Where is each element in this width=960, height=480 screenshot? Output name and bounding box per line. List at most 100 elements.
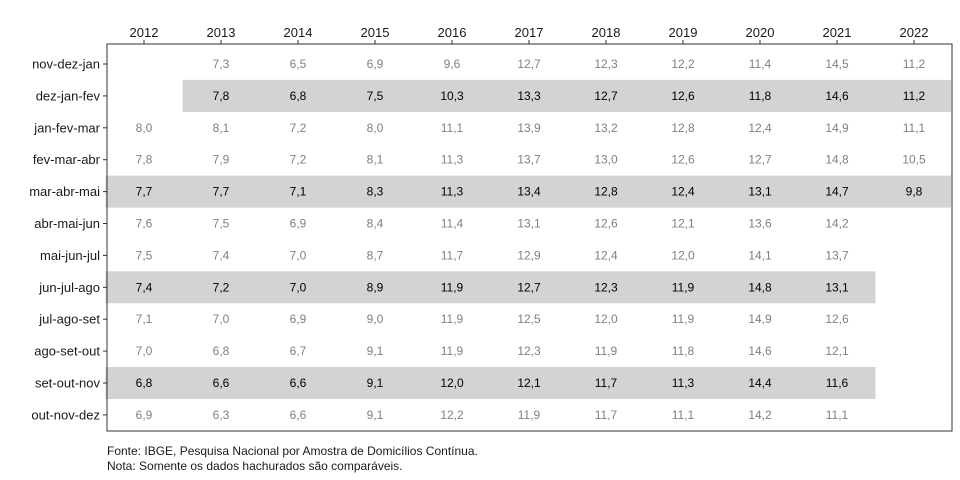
value-cell-mar-abr-mai-2021: 14,7 [825,185,849,199]
value-cell-jul-ago-set-2021: 12,6 [825,312,849,326]
value-cell-jan-fev-mar-2016: 11,1 [441,121,464,135]
value-cell-jun-jul-ago-2021: 13,1 [825,280,849,294]
row-label-jan-fev-mar: jan-fev-mar [33,120,100,135]
value-cell-abr-mai-jun-2021: 14,2 [825,217,849,231]
value-cell-jul-ago-set-2018: 12,0 [594,312,618,326]
row-label-jun-jul-ago: jun-jul-ago [38,280,100,295]
value-cell-jan-fev-mar-2020: 12,4 [748,121,772,135]
value-cell-mai-jun-jul-2015: 8,7 [367,248,384,262]
column-header-2020: 2020 [746,25,775,40]
value-cell-nov-dez-jan-2013: 7,3 [213,57,230,71]
value-cell-nov-dez-jan-2015: 6,9 [367,57,384,71]
value-cell-jul-ago-set-2019: 11,9 [672,312,695,326]
column-header-2016: 2016 [438,25,467,40]
value-cell-fev-mar-abr-2014: 7,2 [290,153,307,167]
value-cell-abr-mai-jun-2013: 7,5 [213,217,230,231]
value-cell-mar-abr-mai-2013: 7,7 [213,185,230,199]
value-cell-jun-jul-ago-2016: 11,9 [441,280,464,294]
value-cell-nov-dez-jan-2014: 6,5 [290,57,307,71]
value-cell-fev-mar-abr-2020: 12,7 [748,153,772,167]
value-cell-mai-jun-jul-2017: 12,9 [517,248,541,262]
value-cell-abr-mai-jun-2017: 13,1 [517,217,541,231]
value-cell-jun-jul-ago-2012: 7,4 [136,280,153,294]
value-cell-out-nov-dez-2016: 12,2 [440,408,464,422]
value-cell-ago-set-out-2014: 6,7 [290,344,307,358]
value-cell-abr-mai-jun-2019: 12,1 [671,217,695,231]
value-cell-out-nov-dez-2019: 11,1 [672,408,695,422]
value-cell-ago-set-out-2018: 11,9 [595,344,618,358]
value-cell-jul-ago-set-2015: 9,0 [367,312,384,326]
value-cell-fev-mar-abr-2013: 7,9 [213,153,230,167]
value-cell-nov-dez-jan-2022: 11,2 [903,57,926,71]
value-cell-ago-set-out-2013: 6,8 [213,344,230,358]
row-label-mai-jun-jul: mai-jun-jul [40,248,100,263]
value-cell-jul-ago-set-2016: 11,9 [441,312,464,326]
value-cell-nov-dez-jan-2018: 12,3 [594,57,618,71]
value-cell-mar-abr-mai-2014: 7,1 [290,185,307,199]
value-cell-jan-fev-mar-2013: 8,1 [213,121,230,135]
value-cell-dez-jan-fev-2018: 12,7 [594,89,618,103]
value-cell-dez-jan-fev-2015: 7,5 [367,89,384,103]
row-label-nov-dez-jan: nov-dez-jan [32,57,100,72]
column-header-2022: 2022 [900,25,929,40]
value-cell-set-out-nov-2013: 6,6 [213,376,230,390]
column-header-2017: 2017 [515,25,544,40]
value-cell-out-nov-dez-2018: 11,7 [595,408,618,422]
value-cell-dez-jan-fev-2020: 11,8 [749,89,772,103]
row-label-abr-mai-jun: abr-mai-jun [34,216,100,231]
value-cell-mai-jun-jul-2014: 7,0 [290,248,307,262]
value-cell-set-out-nov-2015: 9,1 [367,376,384,390]
value-cell-jun-jul-ago-2014: 7,0 [290,280,307,294]
value-cell-jul-ago-set-2013: 7,0 [213,312,230,326]
column-header-2014: 2014 [284,25,313,40]
value-cell-out-nov-dez-2020: 14,2 [748,408,772,422]
value-cell-mai-jun-jul-2020: 14,1 [748,248,772,262]
value-cell-set-out-nov-2016: 12,0 [440,376,464,390]
value-cell-fev-mar-abr-2012: 7,8 [136,153,153,167]
value-cell-set-out-nov-2012: 6,8 [136,376,153,390]
value-cell-jul-ago-set-2012: 7,1 [136,312,153,326]
value-cell-fev-mar-abr-2021: 14,8 [825,153,849,167]
value-cell-fev-mar-abr-2015: 8,1 [367,153,384,167]
value-cell-out-nov-dez-2021: 11,1 [826,408,849,422]
value-cell-mar-abr-mai-2020: 13,1 [748,185,772,199]
value-cell-jan-fev-mar-2019: 12,8 [671,121,695,135]
value-cell-dez-jan-fev-2021: 14,6 [825,89,849,103]
value-cell-mai-jun-jul-2016: 11,7 [441,248,464,262]
value-cell-dez-jan-fev-2019: 12,6 [671,89,695,103]
value-cell-mar-abr-mai-2019: 12,4 [671,185,695,199]
value-cell-jul-ago-set-2017: 12,5 [517,312,541,326]
value-cell-jun-jul-ago-2013: 7,2 [213,280,230,294]
value-cell-ago-set-out-2016: 11,9 [441,344,464,358]
value-cell-jul-ago-set-2014: 6,9 [290,312,307,326]
value-cell-fev-mar-abr-2018: 13,0 [594,153,618,167]
value-cell-mai-jun-jul-2012: 7,5 [136,248,153,262]
value-cell-ago-set-out-2012: 7,0 [136,344,153,358]
value-cell-fev-mar-abr-2016: 11,3 [441,153,464,167]
value-cell-set-out-nov-2017: 12,1 [517,376,541,390]
value-cell-nov-dez-jan-2019: 12,2 [671,57,695,71]
value-cell-abr-mai-jun-2012: 7,6 [136,217,153,231]
value-cell-mar-abr-mai-2012: 7,7 [136,185,153,199]
column-header-2021: 2021 [823,25,852,40]
value-cell-nov-dez-jan-2017: 12,7 [517,57,541,71]
column-header-2019: 2019 [669,25,698,40]
value-cell-mai-jun-jul-2018: 12,4 [594,248,618,262]
value-cell-set-out-nov-2019: 11,3 [672,376,695,390]
highlight-band-jun-jul-ago [105,271,876,304]
value-cell-ago-set-out-2020: 14,6 [748,344,772,358]
value-cell-jan-fev-mar-2021: 14,9 [825,121,849,135]
value-cell-set-out-nov-2014: 6,6 [290,376,307,390]
value-cell-mar-abr-mai-2022: 9,8 [906,185,923,199]
value-cell-mai-jun-jul-2013: 7,4 [213,248,230,262]
value-cell-ago-set-out-2017: 12,3 [517,344,541,358]
value-cell-ago-set-out-2019: 11,8 [672,344,695,358]
value-cell-dez-jan-fev-2016: 10,3 [440,89,464,103]
value-cell-dez-jan-fev-2017: 13,3 [517,89,541,103]
value-cell-out-nov-dez-2015: 9,1 [367,408,384,422]
value-cell-jun-jul-ago-2020: 14,8 [748,280,772,294]
value-cell-nov-dez-jan-2016: 9,6 [444,57,461,71]
column-header-2012: 2012 [130,25,159,40]
value-cell-jun-jul-ago-2018: 12,3 [594,280,618,294]
value-cell-jan-fev-mar-2022: 11,1 [903,121,926,135]
